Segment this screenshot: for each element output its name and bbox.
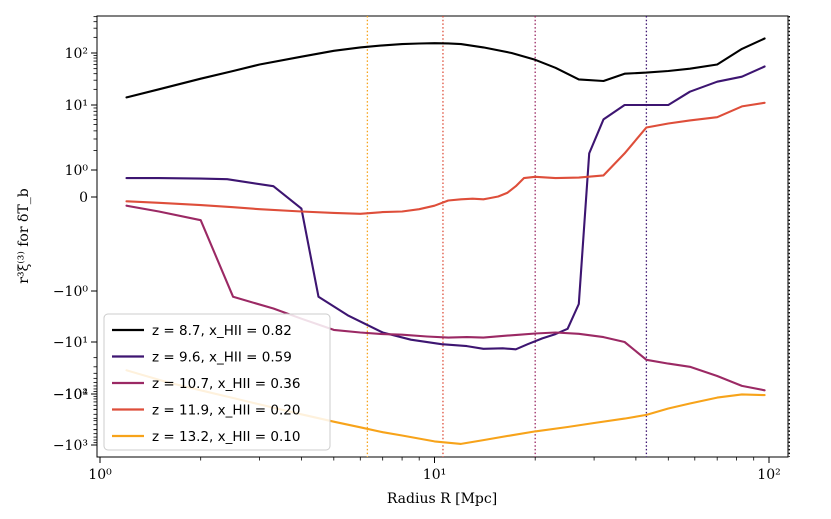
y-tick-label: −10⁴ <box>53 387 89 403</box>
series-group <box>125 37 766 445</box>
y-tick-label: −10⁰ <box>53 284 89 300</box>
legend-box <box>103 313 331 451</box>
legend-label-3: z = 10.7, x_HII = 0.36 <box>152 376 300 392</box>
x-tick-label: 10² <box>757 467 780 483</box>
legend-label-4: z = 11.9, x_HII = 0.20 <box>152 403 300 419</box>
y-tick-label: 10⁰ <box>65 163 89 179</box>
reference-lines <box>366 16 790 457</box>
legend-label-5: z = 13.2, x_HII = 0.10 <box>152 429 300 445</box>
series-line-2 <box>125 65 766 351</box>
series-line-3 <box>125 204 766 392</box>
legend-label-1: z = 8.7, x_HII = 0.82 <box>152 323 292 339</box>
y-tick-label: 10² <box>65 46 88 62</box>
y-tick-label: −10² <box>53 387 88 403</box>
x-axis-label: Radius R [Mpc] <box>387 491 497 507</box>
y-axis-label: r³ξ⁽³⁾ for δT_b <box>16 188 32 283</box>
series-line-4 <box>125 101 766 215</box>
x-tick-label: 10⁰ <box>88 467 112 483</box>
x-tick-label: 10¹ <box>423 467 446 483</box>
x-axis-ticks: 10⁰ 10¹ 10² <box>88 457 781 483</box>
series-line-1 <box>125 37 766 99</box>
y-axis-ticks: 10² 10¹ 10⁰ 0 −10⁰ −10¹ −10² −10³ −10⁴ <box>53 16 97 454</box>
y-tick-label: 0 <box>79 190 88 206</box>
y-tick-label: 10¹ <box>65 98 88 114</box>
y-tick-label: −10³ <box>53 438 88 454</box>
legend: z = 8.7, x_HII = 0.82 z = 9.6, x_HII = 0.… <box>103 313 331 451</box>
legend-label-2: z = 9.6, x_HII = 0.59 <box>152 350 292 366</box>
y-tick-label: −10¹ <box>53 335 88 351</box>
